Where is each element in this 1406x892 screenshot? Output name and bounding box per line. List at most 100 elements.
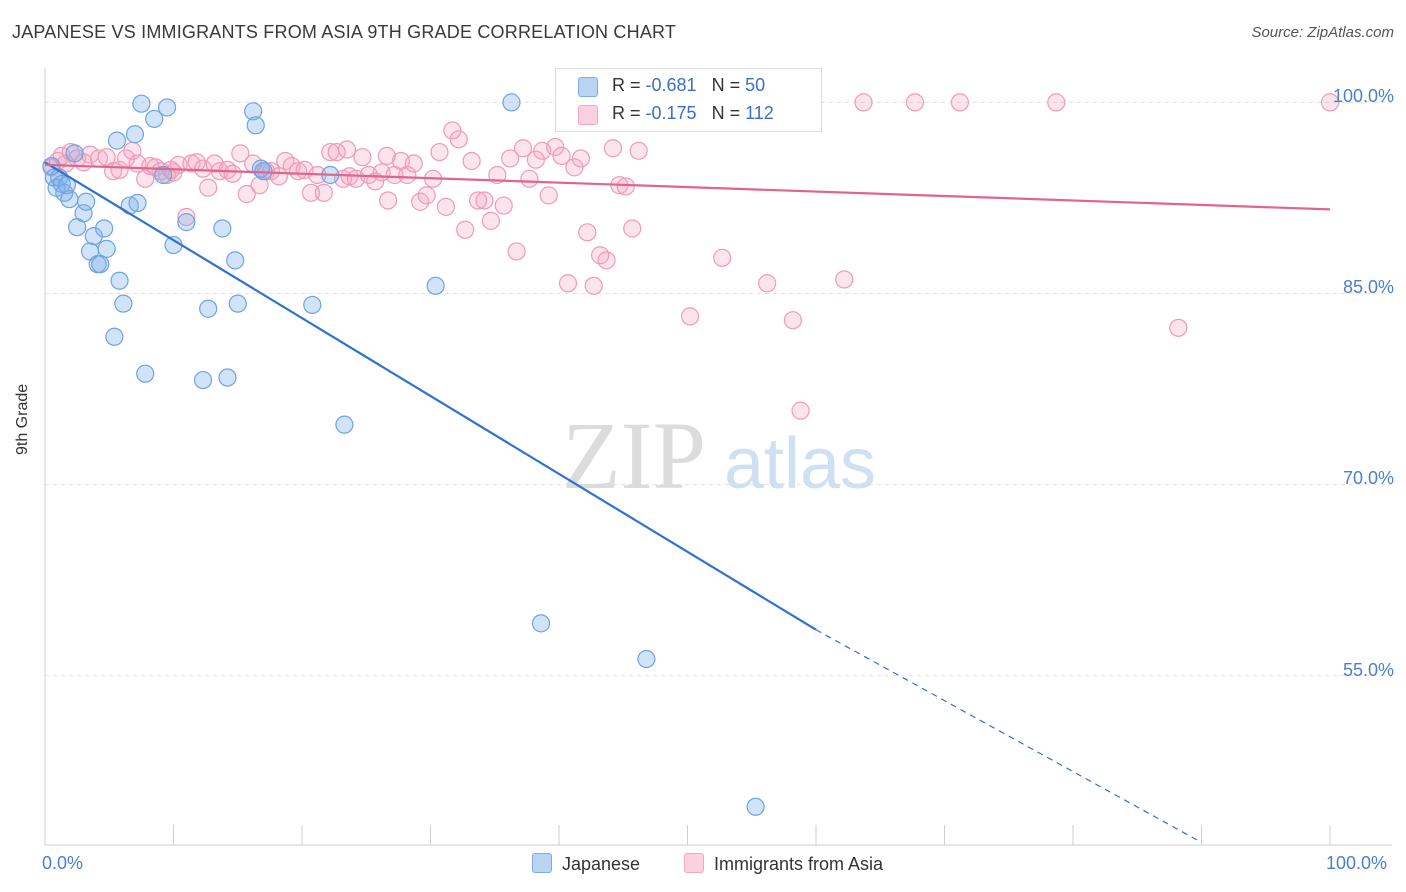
x-tick-100: 100.0% bbox=[1326, 853, 1388, 873]
point-immigrants bbox=[578, 223, 597, 242]
y-tick-55: 55.0% bbox=[1342, 660, 1394, 680]
point-immigrants bbox=[507, 242, 526, 261]
point-japanese bbox=[228, 294, 247, 313]
point-japanese bbox=[637, 649, 656, 669]
legend-n-label: N = bbox=[711, 103, 746, 123]
point-immigrants bbox=[520, 169, 539, 188]
watermark-atlas: atlas bbox=[724, 424, 876, 504]
point-japanese bbox=[193, 370, 213, 390]
bottom-legend-swatch-immigrants bbox=[684, 853, 704, 873]
point-immigrants bbox=[616, 177, 635, 196]
point-japanese bbox=[105, 327, 124, 346]
point-japanese bbox=[226, 251, 245, 270]
point-immigrants bbox=[443, 121, 462, 140]
point-japanese bbox=[244, 102, 263, 121]
point-immigrants bbox=[481, 211, 500, 230]
watermark-zip: ZIP bbox=[562, 402, 706, 509]
point-immigrants bbox=[337, 140, 357, 159]
legend-swatch-japanese bbox=[578, 77, 598, 97]
point-immigrants bbox=[289, 162, 308, 181]
point-japanese bbox=[218, 368, 237, 387]
point-immigrants bbox=[223, 164, 242, 183]
point-japanese bbox=[145, 109, 164, 129]
point-immigrants bbox=[526, 150, 545, 169]
point-immigrants bbox=[237, 185, 256, 204]
legend-n-value: 112 bbox=[745, 103, 774, 123]
point-japanese bbox=[303, 295, 322, 315]
point-immigrants bbox=[629, 141, 648, 160]
point-immigrants bbox=[110, 160, 129, 180]
point-immigrants bbox=[231, 144, 250, 163]
point-immigrants bbox=[501, 149, 520, 168]
point-immigrants bbox=[1169, 318, 1188, 337]
point-immigrants bbox=[1320, 93, 1340, 112]
point-immigrants bbox=[436, 197, 456, 216]
point-japanese bbox=[114, 294, 133, 313]
point-immigrants bbox=[1047, 93, 1066, 112]
bottom-legend-label-immigrants: Immigrants from Asia bbox=[714, 854, 884, 874]
point-japanese bbox=[426, 276, 445, 295]
legend-n-label: N = bbox=[711, 75, 746, 95]
point-japanese bbox=[84, 227, 103, 246]
point-immigrants bbox=[758, 274, 777, 293]
y-axis-label: 9th Grade bbox=[14, 383, 31, 455]
bottom-legend-japanese: Japanese bbox=[532, 853, 640, 875]
point-immigrants bbox=[462, 151, 481, 171]
point-immigrants bbox=[468, 191, 488, 210]
point-immigrants bbox=[854, 93, 873, 112]
bottom-legend-immigrants: Immigrants from Asia bbox=[684, 853, 883, 875]
point-immigrants bbox=[475, 191, 494, 210]
point-immigrants bbox=[488, 165, 507, 185]
point-immigrants bbox=[377, 146, 396, 165]
point-immigrants bbox=[950, 93, 970, 112]
point-japanese bbox=[77, 192, 96, 211]
point-immigrants bbox=[558, 274, 578, 293]
point-immigrants bbox=[513, 139, 533, 158]
chart-title: JAPANESE VS IMMIGRANTS FROM ASIA 9TH GRA… bbox=[12, 22, 677, 42]
point-japanese bbox=[132, 94, 151, 113]
point-japanese bbox=[60, 190, 79, 209]
point-immigrants bbox=[417, 186, 436, 205]
axes bbox=[44, 68, 1392, 846]
point-japanese bbox=[74, 204, 93, 223]
point-immigrants bbox=[835, 270, 854, 289]
trend-line-japanese bbox=[44, 161, 817, 631]
trend-line-japanese-extension bbox=[815, 629, 1202, 843]
point-japanese bbox=[746, 797, 765, 816]
point-immigrants bbox=[301, 183, 321, 202]
correlation-legend: R = -0.681 N = 50 R = -0.175 N = 112 bbox=[555, 68, 822, 132]
point-japanese bbox=[128, 193, 147, 213]
point-immigrants bbox=[905, 93, 925, 112]
point-japanese bbox=[110, 271, 129, 290]
trend-lines bbox=[44, 161, 1331, 843]
point-immigrants bbox=[199, 178, 218, 197]
point-japanese bbox=[95, 219, 114, 238]
point-japanese bbox=[335, 415, 354, 434]
point-immigrants bbox=[680, 307, 700, 326]
point-immigrants bbox=[603, 139, 623, 158]
point-immigrants bbox=[539, 186, 558, 205]
point-japanese bbox=[136, 364, 155, 383]
point-japanese bbox=[531, 614, 551, 633]
legend-r-value: -0.175 bbox=[645, 103, 697, 123]
point-japanese bbox=[65, 144, 84, 163]
point-japanese bbox=[246, 116, 265, 135]
point-immigrants bbox=[430, 142, 449, 162]
bottom-legend-label-japanese: Japanese bbox=[562, 854, 641, 874]
point-japanese bbox=[213, 219, 232, 238]
point-immigrants bbox=[449, 130, 468, 149]
point-immigrants bbox=[623, 219, 642, 238]
point-immigrants bbox=[353, 148, 372, 167]
bottom-legend-swatch-japanese bbox=[532, 853, 552, 873]
point-immigrants bbox=[177, 207, 196, 227]
legend-r-label: R = bbox=[612, 103, 646, 123]
point-immigrants bbox=[783, 311, 802, 330]
point-immigrants bbox=[584, 276, 603, 295]
y-tick-70: 70.0% bbox=[1342, 468, 1394, 488]
point-japanese bbox=[199, 299, 218, 318]
point-immigrants bbox=[314, 183, 333, 202]
point-immigrants bbox=[378, 191, 398, 210]
point-japanese bbox=[177, 213, 196, 232]
point-immigrants bbox=[404, 154, 423, 173]
point-japanese bbox=[154, 165, 173, 185]
